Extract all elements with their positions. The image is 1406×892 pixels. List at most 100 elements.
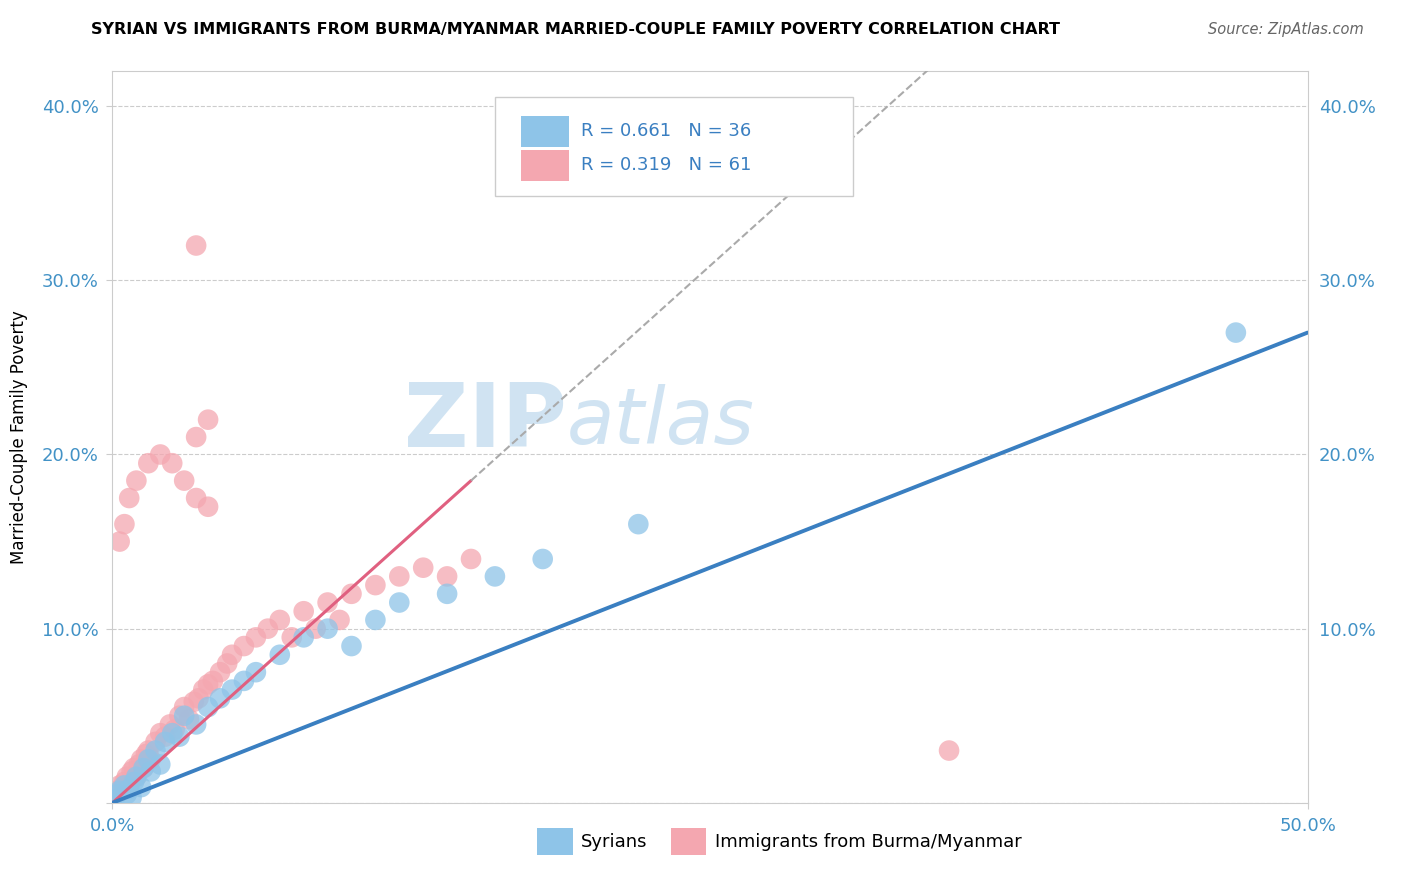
Point [129, 780, 152, 794]
Point [245, 631, 267, 645]
Point [138, 752, 160, 766]
Point [193, 682, 215, 697]
Point [153, 735, 176, 749]
Point [436, 587, 458, 601]
Point [388, 595, 411, 609]
Point [531, 552, 554, 566]
Point [121, 764, 143, 779]
Point [186, 717, 208, 731]
Point [197, 700, 219, 714]
Point [364, 578, 387, 592]
Point [105, 783, 128, 797]
Point [197, 412, 219, 426]
Point [364, 613, 387, 627]
Point [484, 569, 506, 583]
Point [329, 613, 352, 627]
Point [186, 238, 208, 252]
Point [101, 792, 124, 806]
Point [627, 517, 650, 532]
Point [114, 775, 135, 789]
Point [121, 790, 143, 805]
Point [108, 778, 131, 792]
Point [187, 691, 209, 706]
Y-axis label: Married-Couple Family Poverty: Married-Couple Family Poverty [10, 310, 28, 564]
Point [128, 757, 150, 772]
Point [138, 743, 160, 757]
Point [412, 560, 434, 574]
Point [125, 474, 148, 488]
Text: atlas: atlas [567, 384, 755, 460]
Point [118, 778, 141, 792]
Point [118, 491, 141, 505]
Point [245, 665, 267, 680]
Point [173, 708, 195, 723]
Point [292, 631, 315, 645]
Point [118, 781, 141, 796]
Point [101, 792, 124, 806]
Point [221, 682, 243, 697]
Point [340, 587, 363, 601]
Point [186, 491, 208, 505]
Point [138, 456, 160, 470]
Point [201, 673, 224, 688]
Point [163, 723, 186, 737]
Point [221, 648, 243, 662]
Point [209, 691, 232, 706]
Point [233, 673, 256, 688]
Point [145, 735, 167, 749]
Point [122, 761, 145, 775]
Point [177, 712, 200, 726]
Text: Immigrants from Burma/Myanmar: Immigrants from Burma/Myanmar [714, 832, 1022, 851]
Point [162, 456, 183, 470]
Point [257, 622, 280, 636]
Bar [522, 116, 569, 146]
FancyBboxPatch shape [495, 97, 853, 195]
Bar [522, 151, 569, 181]
Point [186, 430, 208, 444]
Point [162, 726, 183, 740]
Point [340, 639, 363, 653]
Point [114, 778, 135, 792]
Point [108, 783, 131, 797]
Point [149, 448, 172, 462]
Point [129, 752, 152, 766]
Point [125, 770, 148, 784]
Bar [671, 828, 706, 855]
Point [114, 517, 135, 532]
Point [938, 743, 960, 757]
Point [159, 717, 181, 731]
Point [132, 761, 155, 775]
Text: Syrians: Syrians [581, 832, 647, 851]
Point [149, 726, 172, 740]
Point [115, 770, 138, 784]
Point [132, 761, 155, 775]
Point [104, 787, 127, 801]
Point [173, 700, 195, 714]
Point [388, 569, 411, 583]
Point [169, 708, 191, 723]
Point [111, 781, 134, 796]
Text: R = 0.661   N = 36: R = 0.661 N = 36 [581, 122, 751, 140]
Point [105, 787, 128, 801]
Point [1225, 326, 1247, 340]
Point [269, 648, 291, 662]
Point [233, 639, 256, 653]
Point [139, 764, 162, 779]
Point [115, 787, 138, 801]
Point [197, 500, 219, 514]
Text: Source: ZipAtlas.com: Source: ZipAtlas.com [1208, 22, 1364, 37]
Point [153, 730, 176, 744]
Point [269, 613, 291, 627]
Point [316, 622, 339, 636]
Point [305, 622, 328, 636]
Point [460, 552, 482, 566]
Point [125, 770, 148, 784]
Point [149, 757, 172, 772]
Text: ZIP: ZIP [404, 379, 567, 466]
Point [169, 730, 191, 744]
Point [197, 677, 219, 691]
Point [217, 657, 239, 671]
Point [145, 743, 167, 757]
Point [209, 665, 232, 680]
Point [139, 752, 162, 766]
